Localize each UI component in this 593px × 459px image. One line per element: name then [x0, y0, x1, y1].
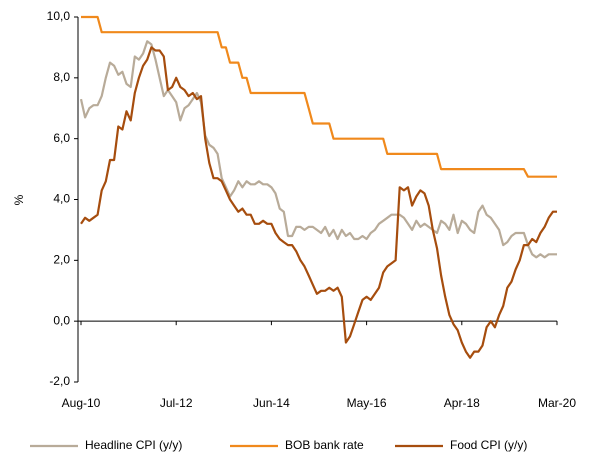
y-tick-label: 10,0 [47, 9, 71, 23]
y-tick-label: 6,0 [53, 131, 70, 145]
x-tick-label: Apr-18 [444, 396, 480, 410]
x-tick-label: Jul-12 [160, 396, 193, 410]
y-tick-label: 8,0 [53, 70, 70, 84]
legend-label: Food CPI (y/y) [450, 438, 527, 452]
x-tick-label: May-16 [347, 396, 387, 410]
y-axis-label: % [12, 194, 26, 205]
x-tick-label: Aug-10 [62, 396, 101, 410]
line-series [79, 40, 557, 259]
y-tick-label: 0,0 [53, 313, 70, 327]
legend-label: BOB bank rate [285, 438, 364, 452]
x-tick-label: Mar-20 [538, 396, 576, 410]
y-tick-label: 2,0 [53, 253, 70, 267]
legend-label: Headline CPI (y/y) [85, 438, 182, 452]
y-tick-label: -2,0 [49, 374, 70, 388]
line-series [80, 46, 557, 359]
x-tick-label: Jun-14 [253, 396, 290, 410]
line-series [81, 15, 557, 178]
y-tick-label: 4,0 [53, 192, 70, 206]
